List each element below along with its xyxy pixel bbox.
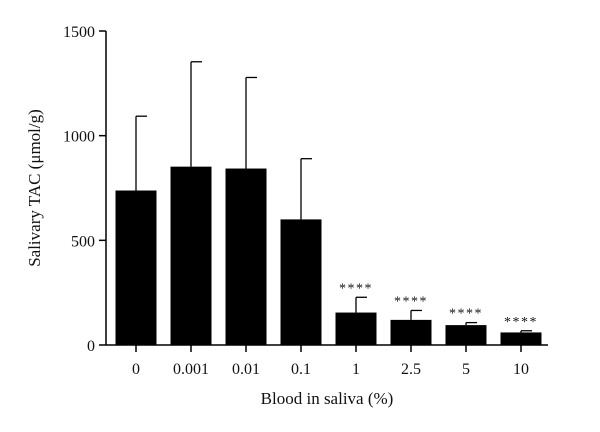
significance-label: **** — [504, 315, 538, 330]
x-tick-label: 0 — [132, 361, 140, 378]
y-tick-label: 1000 — [63, 129, 95, 146]
bar — [500, 332, 542, 345]
x-tick-label: 0.001 — [173, 361, 209, 378]
y-tick-label: 500 — [71, 233, 95, 250]
bar — [280, 219, 322, 345]
x-tick-label: 0.01 — [232, 361, 260, 378]
x-tick-label: 0.1 — [291, 361, 311, 378]
bar — [115, 190, 157, 345]
y-axis: 0 500 1000 1500 — [63, 24, 107, 355]
y-tick-label: 1500 — [63, 24, 95, 41]
x-axis-label: Blood in saliva (%) — [261, 389, 394, 408]
y-axis-label: Salivary TAC (μmol/g) — [25, 109, 44, 267]
bar — [170, 166, 212, 345]
x-tick-label: 10 — [513, 361, 529, 378]
bar — [390, 319, 432, 345]
bar — [445, 325, 487, 345]
x-tick-label: 5 — [462, 361, 470, 378]
significance-label: **** — [394, 294, 428, 309]
x-axis: 0 0.001 0.01 0.1 1 2.5 5 10 — [106, 344, 548, 378]
significance-label: **** — [339, 281, 373, 296]
significance-label: **** — [449, 307, 483, 322]
bar — [225, 168, 267, 345]
x-tick-label: 1 — [352, 361, 360, 378]
x-tick-label: 2.5 — [401, 361, 421, 378]
bar — [335, 312, 377, 345]
y-tick-label: 0 — [87, 338, 95, 355]
